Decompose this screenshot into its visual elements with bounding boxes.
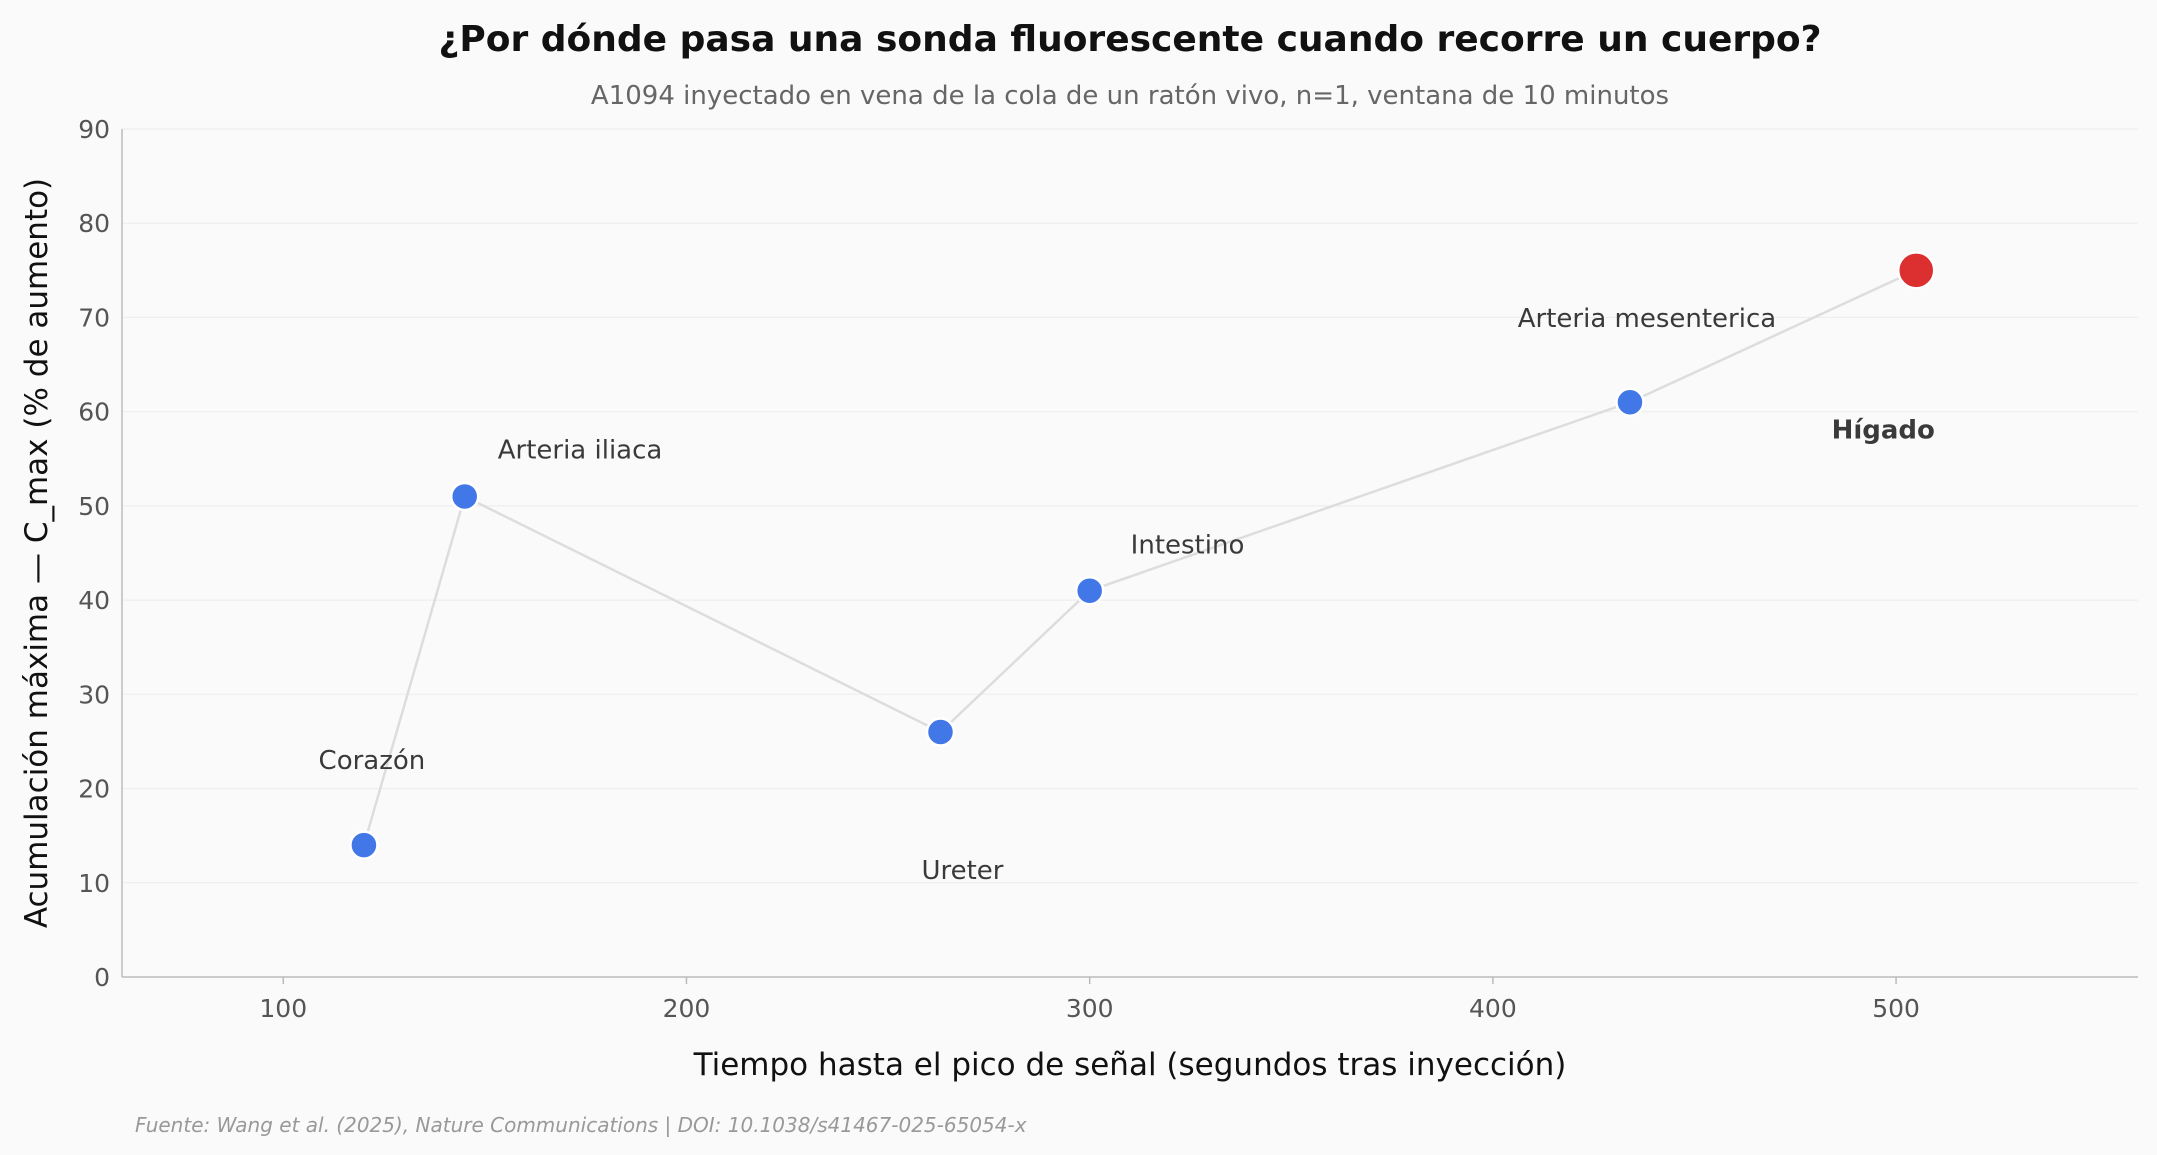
y-tick-label: 90: [78, 115, 110, 144]
data-point: [449, 481, 480, 512]
ticks: 0 10 20 30 40 50 60 70 80 90 100 200 300 400 500: [78, 115, 1920, 1023]
y-tick-label: 60: [78, 398, 110, 427]
x-tick-label: 300: [1066, 994, 1114, 1023]
point-label: Intestino: [1131, 531, 1245, 561]
x-axis-label: Tiempo hasta el pico de señal (segundos …: [693, 1047, 1567, 1083]
source-note: Fuente: Wang et al. (2025), Nature Commu…: [135, 1113, 1027, 1137]
chart-title: ¿Por dónde pasa una sonda fluorescente c…: [438, 19, 1821, 60]
data-point: [1896, 251, 1936, 290]
x-tick-label: 500: [1872, 994, 1920, 1023]
x-tick-label: 400: [1469, 994, 1517, 1023]
connecting-line: [362, 269, 1917, 846]
y-tick-label: 20: [78, 775, 110, 804]
chart-subtitle: A1094 inyectado en vena de la cola de un…: [591, 81, 1669, 111]
y-tick-label: 50: [78, 492, 110, 521]
x-tick-label: 100: [259, 994, 307, 1023]
point-label: Arteria iliaca: [498, 435, 663, 465]
data-point: [925, 717, 956, 747]
point-label: Hígado: [1832, 415, 1935, 445]
point-label: Corazón: [319, 746, 426, 776]
data-point: [1074, 575, 1105, 606]
data-point: [349, 830, 379, 860]
y-tick-label: 0: [94, 963, 110, 992]
y-tick-label: 10: [78, 869, 110, 898]
y-axis-label: Acumulación máxima — C_max (% de aumento…: [19, 178, 55, 928]
y-tick-label: 40: [78, 586, 110, 615]
x-tick-label: 200: [663, 994, 711, 1023]
data-point: [1615, 387, 1645, 417]
y-tick-label: 30: [78, 680, 110, 709]
point-label: Ureter: [921, 856, 1003, 886]
y-tick-label: 70: [78, 303, 110, 332]
series: Corazón Arteria iliaca Ureter Intestino Arte…: [319, 251, 1936, 886]
y-tick-label: 80: [78, 209, 110, 238]
point-label: Arteria mesenterica: [1518, 304, 1776, 334]
